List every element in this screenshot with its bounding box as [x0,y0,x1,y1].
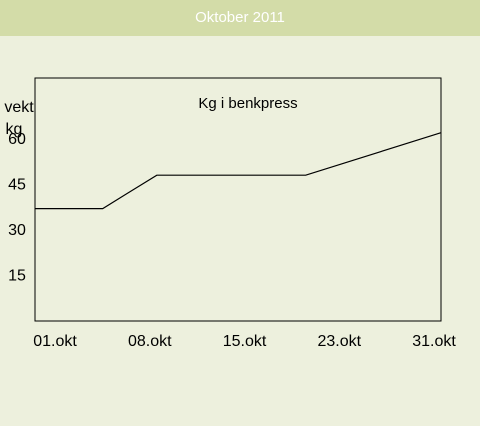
x-tick-label: 15.okt [223,333,267,350]
series-line [35,132,442,210]
y-tick-labels: 15 30 45 60 [8,131,26,285]
y-tick-label: 15 [8,267,26,284]
plot-area [34,77,442,322]
y-tick-label: 45 [8,176,26,193]
x-tick-label: 23.okt [317,333,361,350]
page-header: Oktober 2011 [0,0,480,36]
series-group [35,132,442,210]
chart-title: Kg i benkpress [198,95,297,112]
x-tick-label: 08.okt [128,333,172,350]
x-tick-labels: 01.okt 08.okt 15.okt 23.okt 31.okt [33,333,456,350]
x-tick-label: 31.okt [412,333,456,350]
y-axis-label-line2: kg [6,121,23,138]
y-tick-label: 30 [8,222,26,239]
y-axis-label-line1: vekt [4,99,34,116]
y-tick-label: 60 [8,131,26,148]
x-tick-label: 01.okt [33,333,77,350]
page-title: Oktober 2011 [195,9,285,26]
